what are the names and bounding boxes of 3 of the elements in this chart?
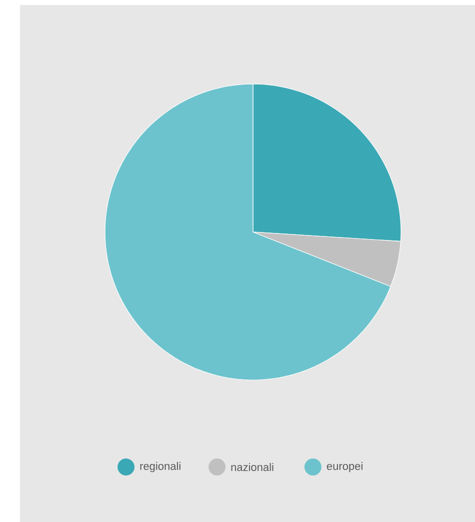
legend-label: nazionali bbox=[231, 462, 274, 472]
legend-label: regionali bbox=[140, 462, 180, 472]
legend-label: europei bbox=[326, 462, 362, 472]
